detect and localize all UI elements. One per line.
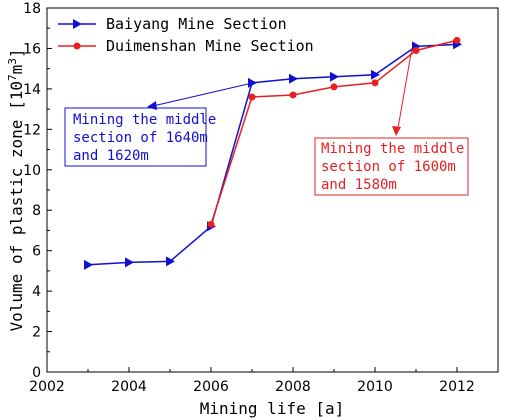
annotation-arrow-baiyang — [152, 83, 249, 107]
series-line-0 — [87, 43, 458, 266]
y-tick-label: 12 — [23, 122, 41, 138]
annotation-arrow-duimenshan — [397, 47, 413, 129]
data-point-1 — [289, 91, 297, 99]
x-axis-title: Mining life [a] — [200, 399, 345, 418]
data-point-0 — [371, 69, 380, 80]
annotation-line-3: and 1620m — [73, 148, 149, 164]
x-tick-label: 2008 — [275, 379, 311, 395]
annotation-box-baiyang — [64, 107, 207, 167]
data-point-0 — [330, 71, 339, 82]
y-tick-label: 10 — [23, 163, 41, 179]
y-tick-label: 0 — [32, 365, 41, 381]
data-point-1 — [248, 93, 256, 101]
y-axis-title-end: ] — [7, 49, 26, 59]
legend: Baiyang Mine Section Duimenshan Mine Sec… — [58, 15, 314, 55]
x-tick-label: 2006 — [193, 379, 229, 395]
annotation-arrowhead-duimenshan — [392, 126, 401, 136]
legend-label-baiyang: Baiyang Mine Section — [106, 15, 287, 33]
y-axis-title-main: Volume of plastic zone [10 — [7, 81, 26, 331]
y-tick-label: 4 — [32, 284, 41, 300]
annotation-baiyang: Mining the middle section of 1640m and 1… — [64, 83, 249, 167]
legend-marker-duimenshan — [73, 42, 81, 50]
data-point-0 — [289, 73, 298, 84]
legend-marker-baiyang — [73, 19, 82, 29]
series-layer — [84, 36, 462, 270]
annotation-duimenshan: Mining the middle section of 1600m and 1… — [314, 47, 469, 196]
y-tick-label: 6 — [32, 244, 41, 260]
data-point-0 — [125, 257, 134, 268]
y-axis-title: Volume of plastic zone [107m3] — [6, 49, 27, 332]
y-tick-label: 16 — [23, 41, 41, 57]
annotation-line-3: and 1580m — [321, 177, 397, 193]
x-tick-label: 2004 — [111, 379, 147, 395]
data-point-1 — [412, 46, 420, 54]
annotation-box-duimenshan — [314, 137, 469, 196]
annotation-arrowhead-baiyang — [147, 101, 157, 110]
y-tick-label: 14 — [23, 82, 41, 98]
annotation-line-2: section of 1640m — [73, 130, 208, 146]
x-tick-label: 2010 — [357, 379, 393, 395]
y-tick-label: 18 — [23, 1, 41, 17]
annotation-line-1: Mining the middle — [321, 141, 464, 157]
data-point-1 — [453, 36, 461, 44]
x-tick-label: 2012 — [439, 379, 475, 395]
data-point-0 — [248, 77, 257, 88]
data-point-0 — [84, 259, 93, 270]
series-line-1 — [210, 39, 458, 225]
data-point-1 — [207, 220, 215, 228]
y-axis-title-exp1: 7 — [6, 74, 19, 81]
annotation-line-1: Mining the middle — [73, 112, 216, 128]
axis-ticks: 2002 2004 2006 2008 2010 2012 0 2 4 6 8 10 12 14 16 18 — [23, 1, 475, 395]
legend-label-duimenshan: Duimenshan Mine Section — [106, 37, 314, 55]
y-tick-label: 2 — [32, 325, 41, 341]
y-axis-title-mid: m — [7, 65, 26, 75]
data-point-1 — [371, 79, 379, 87]
data-point-0 — [166, 256, 175, 267]
data-point-1 — [330, 83, 338, 91]
y-tick-label: 8 — [32, 203, 41, 219]
y-axis-title-exp2: 3 — [6, 58, 19, 65]
x-tick-label: 2002 — [29, 379, 65, 395]
annotation-line-2: section of 1600m — [321, 159, 456, 175]
